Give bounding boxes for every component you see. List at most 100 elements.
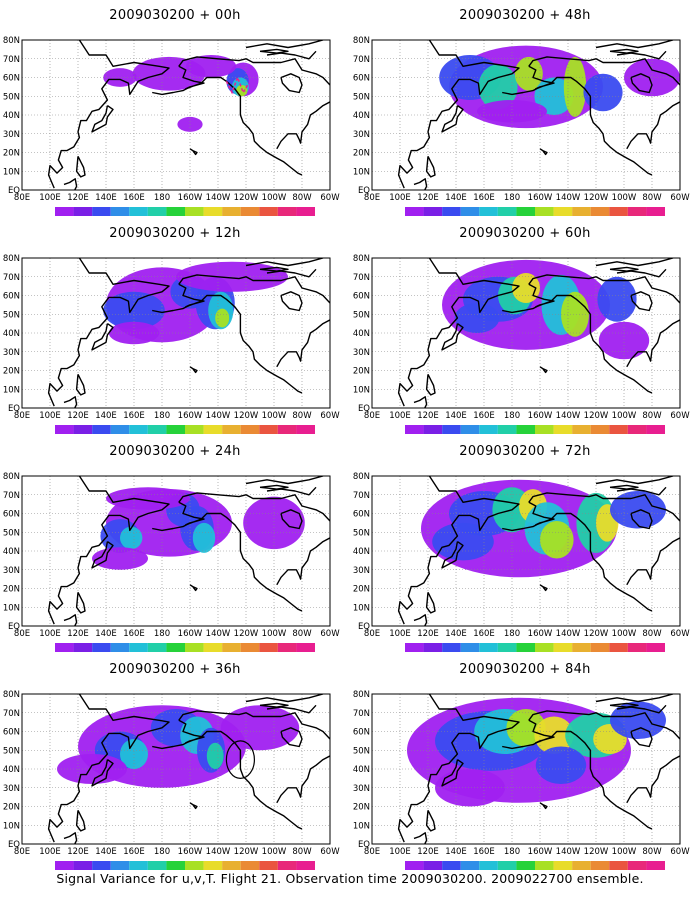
lat-tick-label: 50N [3,92,20,102]
coastline [189,584,198,592]
lat-tick-label: 10N [3,385,20,395]
colorbar-swatch [553,207,573,216]
variance-contour [454,303,500,333]
colorbar-label: 9 [202,435,206,436]
lon-tick-label: 120W [584,847,609,857]
panel-60h: 2009030200 + 60h 80N 70N 60N 50N 40N 30N 20N 10… [350,218,700,436]
lon-tick-label: 60W [320,847,340,857]
lon-tick-label: 160E [473,629,495,639]
lon-tick-label: 140E [445,411,467,421]
lat-tick-label: 40N [353,329,370,339]
lat-tick-label: 70N [353,55,370,65]
coastline [47,258,170,407]
lon-tick-label: 160W [178,847,203,857]
variance-contour [610,701,666,739]
lat-tick-label: EQ [358,404,370,414]
colorbar-swatch [479,425,498,434]
lon-tick-label: 160E [123,193,145,203]
colorbar-label: 29 [274,217,282,218]
coastline [91,541,114,569]
colorbar-label: 40 [642,871,650,872]
coastline [609,266,639,272]
lon-tick-label: 160E [123,629,145,639]
coastline [152,86,191,96]
colorbar-swatch [516,861,535,870]
colorbar-swatch [553,643,573,652]
coastline [91,323,114,351]
colorbar-swatch [646,861,665,870]
colorbar-label: 3.1 [456,217,466,218]
lon-tick-label: 160W [528,193,553,203]
colorbar-swatch [166,861,185,870]
variance-contour [435,769,505,807]
coastline [47,40,170,189]
lon-tick-label: 160W [178,411,203,421]
variance-contour [103,291,165,330]
coastline [178,492,330,522]
colorbar-swatch [147,861,167,870]
lon-tick-label: 140W [556,847,581,857]
lon-tick-label: 160E [473,411,495,421]
lat-tick-label: 70N [353,709,370,719]
coastline [595,40,674,49]
lon-tick-label: 80W [642,629,662,639]
variance-contour [540,521,574,559]
colorbar-label: 29 [624,217,632,218]
lat-tick-label: 50N [353,528,370,538]
coastline [425,373,436,396]
panel-84h: 2009030200 + 84h 80N 70N 60N 50N 40N 30N 20N 10… [350,654,700,872]
map-plot-area [372,40,680,190]
lat-tick-label: 20N [3,585,20,595]
colorbar-swatch [442,207,461,216]
colorbar-swatch [73,207,93,216]
colorbar-label: 1.8 [68,871,78,872]
colorbar-swatch [222,425,241,434]
colorbar-label: 4 [127,435,131,436]
coastline [502,86,541,96]
colorbar-swatch [92,207,111,216]
panel-title: 2009030200 + 84h [459,662,591,677]
colorbar-swatch [535,861,554,870]
lon-tick-label: 160W [178,193,203,203]
colorbar-swatch [609,643,628,652]
colorbar-swatch [535,207,554,216]
lat-tick-label: 30N [3,784,20,794]
coastline [630,291,653,312]
lon-tick-label: 160W [528,847,553,857]
lon-tick-label: 80W [292,411,312,421]
colorbar-swatch [479,207,498,216]
lat-tick-label: 20N [3,367,20,377]
coastline [178,710,330,740]
coastline [189,148,198,156]
coastline [539,584,548,592]
map-frame [21,257,331,409]
map-plot-area [22,40,330,190]
lon-tick-label: 160W [178,629,203,639]
lat-tick-label: 60N [3,728,20,738]
coastline [609,702,639,708]
colorbar-label: 9 [202,871,206,872]
colorbar-swatch [166,643,185,652]
colorbar-swatch [590,425,610,434]
colorbar-swatch [516,425,535,434]
lat-tick-label: 20N [3,803,20,813]
colorbar-label: 29 [274,871,282,872]
lat-tick-label: 30N [3,566,20,576]
colorbar-swatch [166,207,185,216]
colorbar-swatch [405,425,424,434]
colorbar-swatch [277,643,297,652]
coastline [595,476,674,485]
colorbar-swatch [423,207,443,216]
colorbar-label: 14 [587,435,595,436]
variance-contour [243,496,305,550]
lat-tick-label: 80N [3,36,20,46]
lat-tick-label: 70N [3,491,20,501]
lat-tick-label: EQ [8,840,20,850]
colorbar-label: 11 [218,653,226,654]
coastline [152,304,191,314]
lon-tick-label: 120W [584,629,609,639]
lon-tick-label: 100W [262,193,287,203]
lon-tick-label: 120E [417,847,439,857]
coastline [595,258,674,267]
